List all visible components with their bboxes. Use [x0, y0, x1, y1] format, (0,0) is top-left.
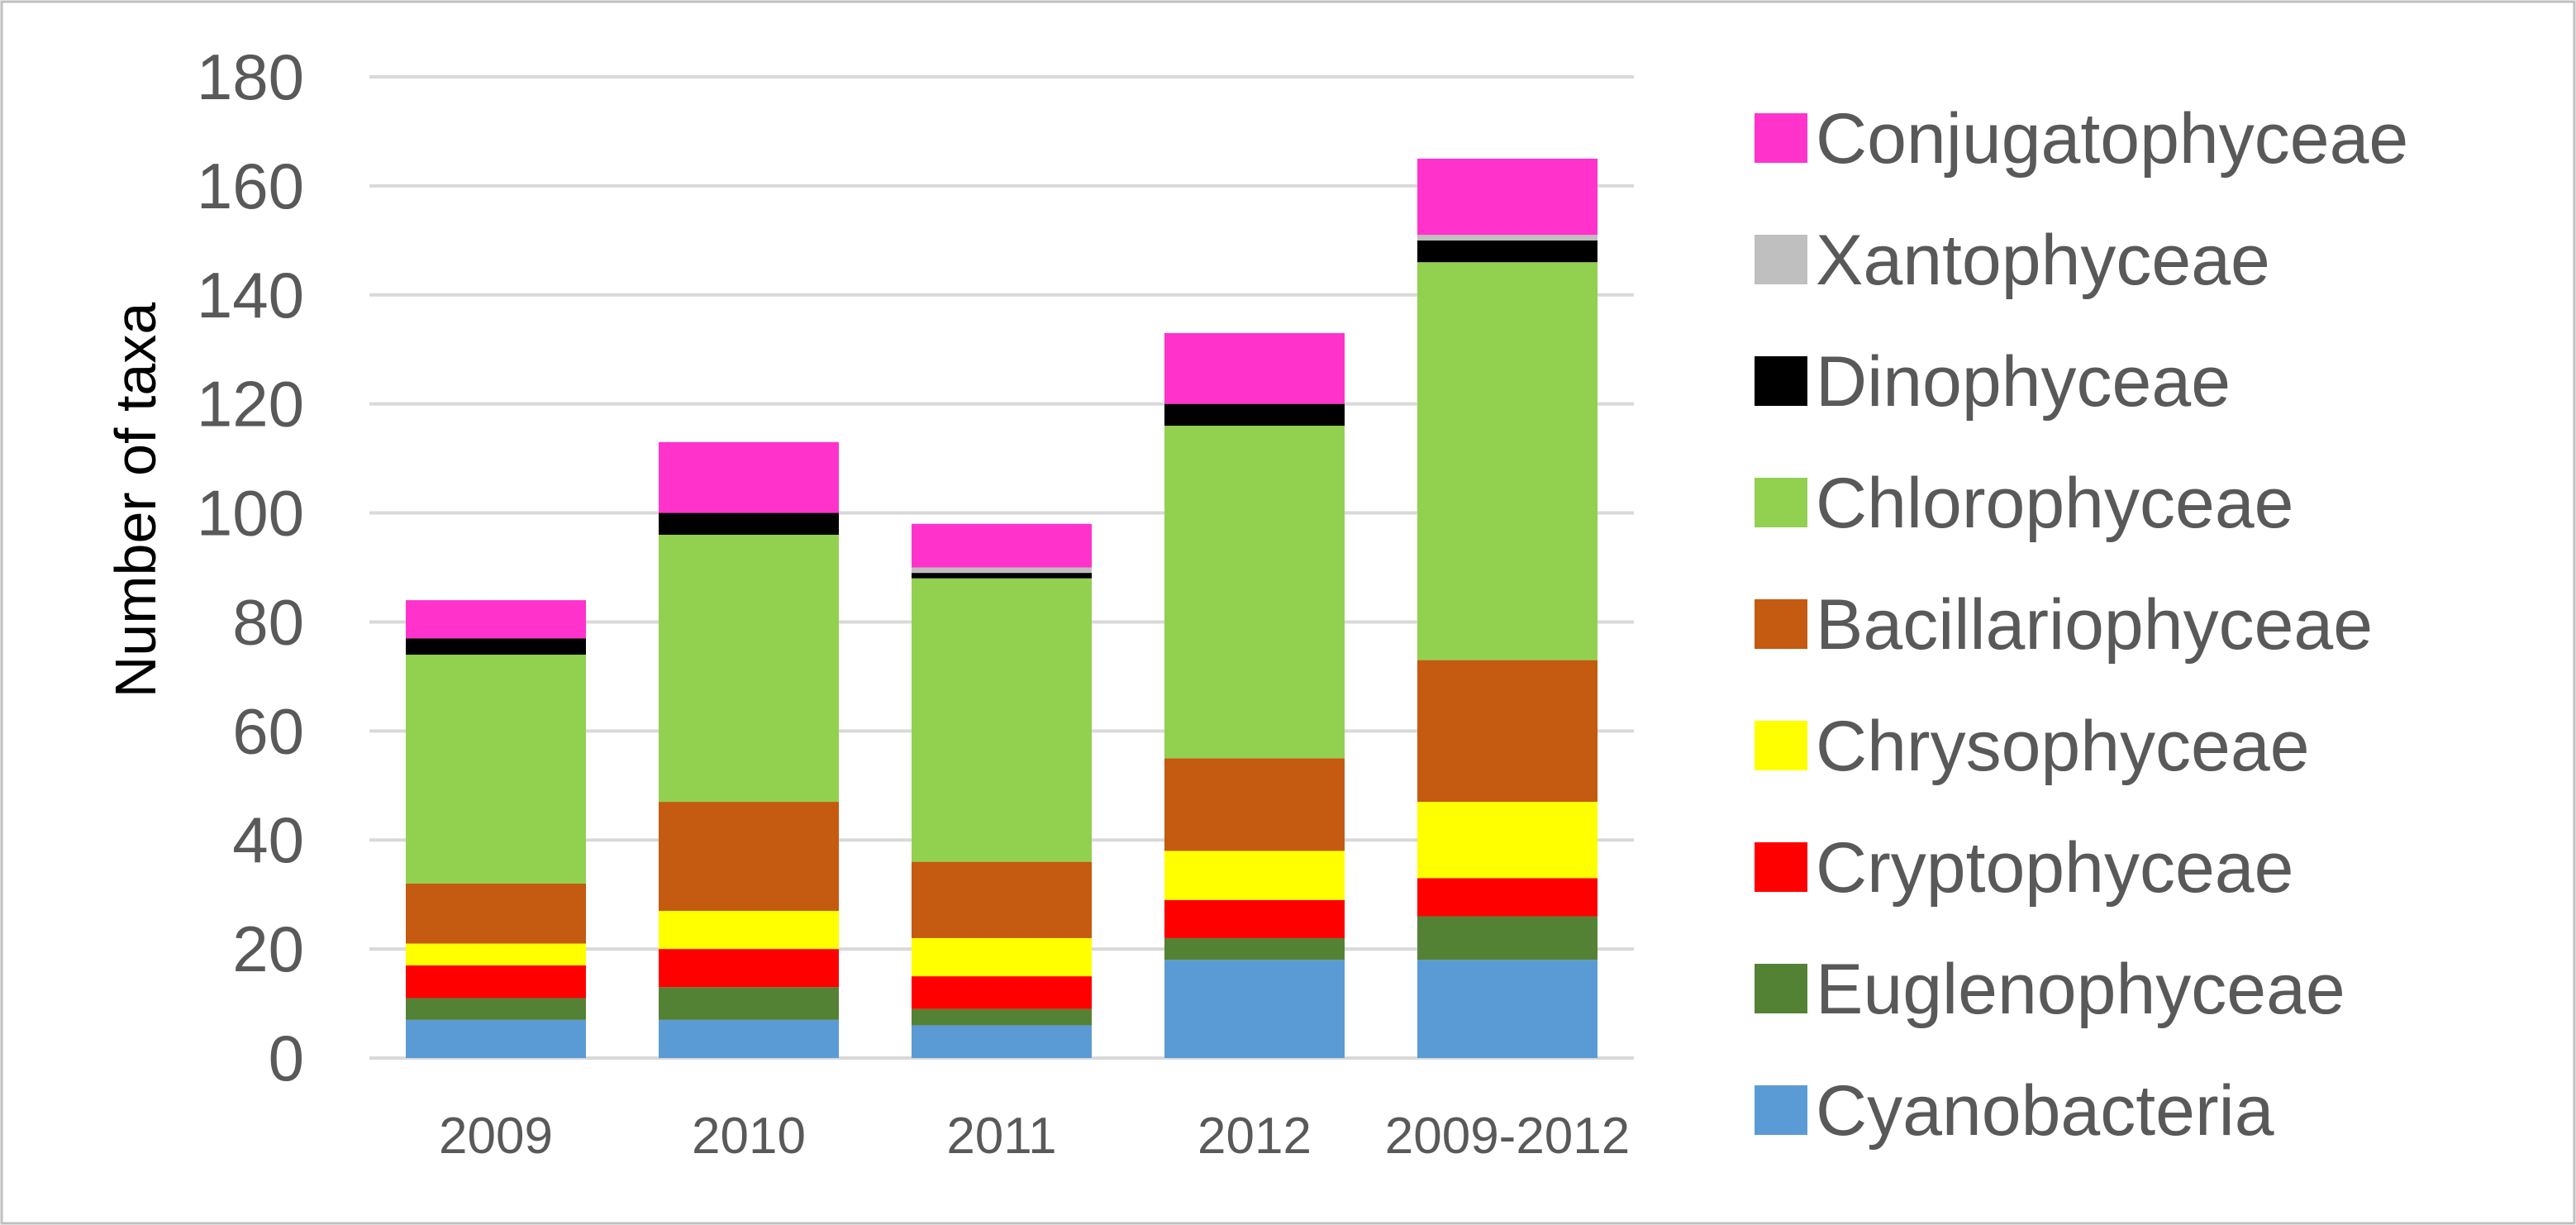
bar-segment	[912, 567, 1092, 574]
y-tick-label: 40	[232, 803, 304, 876]
bar-segment	[912, 937, 1092, 977]
bar-segment	[1417, 960, 1598, 1058]
bar-segment	[1164, 937, 1345, 960]
bar-segment	[912, 578, 1092, 862]
bar-segment	[406, 883, 586, 944]
y-tick-label: 100	[197, 477, 304, 550]
bar-segment	[1164, 426, 1345, 759]
bar-segment	[406, 965, 586, 999]
bar-segment	[659, 987, 839, 1020]
legend-item: Bacillariophyceae	[1755, 585, 2373, 665]
bar-segment	[659, 802, 839, 911]
y-tick-label: 0	[269, 1022, 304, 1094]
x-tick-label: 2009-2012	[1385, 1108, 1631, 1165]
bar-segment	[1417, 235, 1598, 241]
bar-segment	[912, 976, 1092, 1009]
legend-item: Conjugatophyceae	[1755, 99, 2408, 179]
y-axis-ticks: 0 20 40 60 80 100 120 140 160 180	[197, 41, 304, 1094]
bar-segment	[912, 1025, 1092, 1058]
legend-swatch	[1755, 235, 1807, 284]
legend-item: Chrysophyceae	[1755, 707, 2310, 786]
legend-label: Cyanobacteria	[1816, 1071, 2274, 1151]
bar-segment	[1164, 758, 1345, 851]
legend-swatch	[1755, 721, 1807, 770]
legend-swatch	[1755, 356, 1807, 406]
bar-segment	[406, 655, 586, 884]
bar-segment	[1417, 158, 1598, 236]
y-tick-label: 120	[197, 368, 304, 441]
legend-label: Xantophyceae	[1816, 221, 2270, 300]
x-tick-label: 2009	[439, 1108, 553, 1165]
legend-swatch	[1755, 964, 1807, 1013]
bar-segment	[659, 949, 839, 988]
bar-segment	[406, 638, 586, 655]
legend-label: Cryptophyceae	[1816, 828, 2293, 908]
y-tick-label: 20	[232, 913, 304, 985]
legend-label: Bacillariophyceae	[1816, 585, 2373, 665]
legend-label: Dinophyceae	[1816, 342, 2231, 422]
x-tick-label: 2011	[946, 1108, 1056, 1165]
legend-item: Xantophyceae	[1755, 221, 2270, 300]
legend-swatch	[1755, 842, 1807, 892]
bar-segment	[1164, 960, 1345, 1058]
legend-swatch	[1755, 478, 1807, 527]
y-tick-label: 140	[197, 259, 304, 331]
legend-item: Dinophyceae	[1755, 342, 2231, 422]
legend-item: Cryptophyceae	[1755, 828, 2293, 908]
bar-segment	[406, 1019, 586, 1058]
legend-label: Chlorophyceae	[1816, 464, 2293, 543]
bar-segment	[406, 600, 586, 639]
legend-label: Chrysophyceae	[1816, 707, 2310, 786]
bar-segment	[659, 441, 839, 513]
bar-segment	[1164, 899, 1345, 938]
legend-label: Euglenophyceae	[1816, 950, 2345, 1029]
bar-segment	[912, 573, 1092, 579]
legend-item: Euglenophyceae	[1755, 950, 2345, 1029]
x-axis-ticks: 2009 2010 2011 2012 2009-2012	[439, 1108, 1630, 1165]
legend-swatch	[1755, 113, 1807, 163]
bar-segment	[1417, 878, 1598, 917]
bar-segment	[659, 534, 839, 803]
bar-segment	[912, 1008, 1092, 1026]
y-tick-label: 60	[232, 694, 304, 767]
y-tick-label: 80	[232, 585, 304, 658]
legend-swatch	[1755, 599, 1807, 649]
bar-segment	[406, 943, 586, 965]
y-tick-label: 160	[197, 150, 304, 222]
bar-segment	[1164, 403, 1345, 427]
y-axis-label: Number of taxa	[103, 303, 168, 698]
bar-segment	[659, 512, 839, 535]
bar-segment	[406, 998, 586, 1020]
bar-segment	[659, 1019, 839, 1058]
bar-segment	[1417, 240, 1598, 263]
legend: Conjugatophyceae Xantophyceae Dinophyceae C…	[1755, 99, 2408, 1151]
legend-swatch	[1755, 1085, 1807, 1135]
bars	[406, 158, 1598, 1058]
y-tick-label: 180	[197, 41, 304, 113]
bar-segment	[1417, 916, 1598, 960]
x-tick-label: 2010	[692, 1108, 806, 1165]
bar-segment	[1164, 851, 1345, 900]
bar-segment	[1417, 802, 1598, 879]
bar-segment	[1417, 262, 1598, 660]
bar-segment	[1417, 660, 1598, 803]
legend-label: Conjugatophyceae	[1816, 99, 2408, 179]
x-tick-label: 2012	[1198, 1108, 1312, 1165]
legend-item: Cyanobacteria	[1755, 1071, 2274, 1151]
bar-segment	[912, 523, 1092, 568]
bar-segment	[1164, 332, 1345, 404]
bar-segment	[659, 910, 839, 950]
bar-segment	[912, 861, 1092, 938]
legend-item: Chlorophyceae	[1755, 464, 2293, 543]
